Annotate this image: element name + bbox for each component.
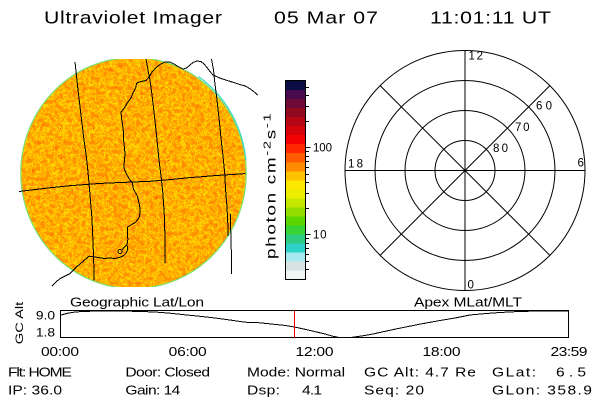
- svg-text:1.8: 1.8: [36, 327, 55, 340]
- svg-text:12:00: 12:00: [295, 345, 333, 359]
- svg-text:6: 6: [578, 158, 584, 170]
- svg-text:Gain: 14: Gain: 14: [125, 384, 180, 398]
- svg-text:6.5: 6.5: [556, 366, 586, 380]
- svg-text:23:59: 23:59: [551, 345, 588, 359]
- svg-text:photon cm-2s-1: photon cm-2s-1: [261, 112, 279, 259]
- svg-text:Dsp:: Dsp:: [247, 384, 280, 398]
- svg-text:GC Alt: 4.7 Re: GC Alt: 4.7 Re: [364, 366, 476, 380]
- svg-text:GC Alt: GC Alt: [13, 301, 26, 344]
- svg-text:80: 80: [493, 143, 508, 155]
- svg-text:GLat:: GLat:: [492, 366, 536, 380]
- svg-text:Mode: Normal: Mode: Normal: [247, 366, 345, 380]
- svg-text:10: 10: [313, 230, 327, 242]
- svg-text:Seq: 20: Seq: 20: [364, 384, 424, 398]
- svg-text:60: 60: [536, 100, 552, 112]
- svg-text:9.0: 9.0: [36, 309, 55, 322]
- svg-text:06:00: 06:00: [169, 345, 207, 359]
- svg-text:18: 18: [348, 159, 363, 171]
- svg-text:18:00: 18:00: [422, 345, 460, 359]
- svg-text:00:00: 00:00: [41, 345, 79, 359]
- svg-text:GLon: 358.9: GLon: 358.9: [492, 384, 592, 398]
- svg-text:Apex MLat/MLT: Apex MLat/MLT: [414, 296, 522, 310]
- svg-text:05 Mar 07: 05 Mar 07: [274, 8, 378, 28]
- svg-text:Door: Closed: Door: Closed: [125, 366, 210, 380]
- svg-text:4.1: 4.1: [302, 384, 322, 398]
- svg-text:100: 100: [313, 143, 332, 155]
- svg-text:70: 70: [515, 122, 530, 134]
- svg-text:Ultraviolet Imager: Ultraviolet Imager: [44, 8, 222, 28]
- svg-text:Geographic Lat/Lon: Geographic Lat/Lon: [70, 296, 204, 310]
- svg-text:Flt: HOME: Flt: HOME: [8, 366, 72, 380]
- svg-text:12: 12: [469, 51, 484, 63]
- svg-text:11:01:11 UT: 11:01:11 UT: [430, 8, 551, 28]
- svg-text:0: 0: [468, 280, 474, 292]
- svg-text:IP: 36.0: IP: 36.0: [8, 384, 62, 398]
